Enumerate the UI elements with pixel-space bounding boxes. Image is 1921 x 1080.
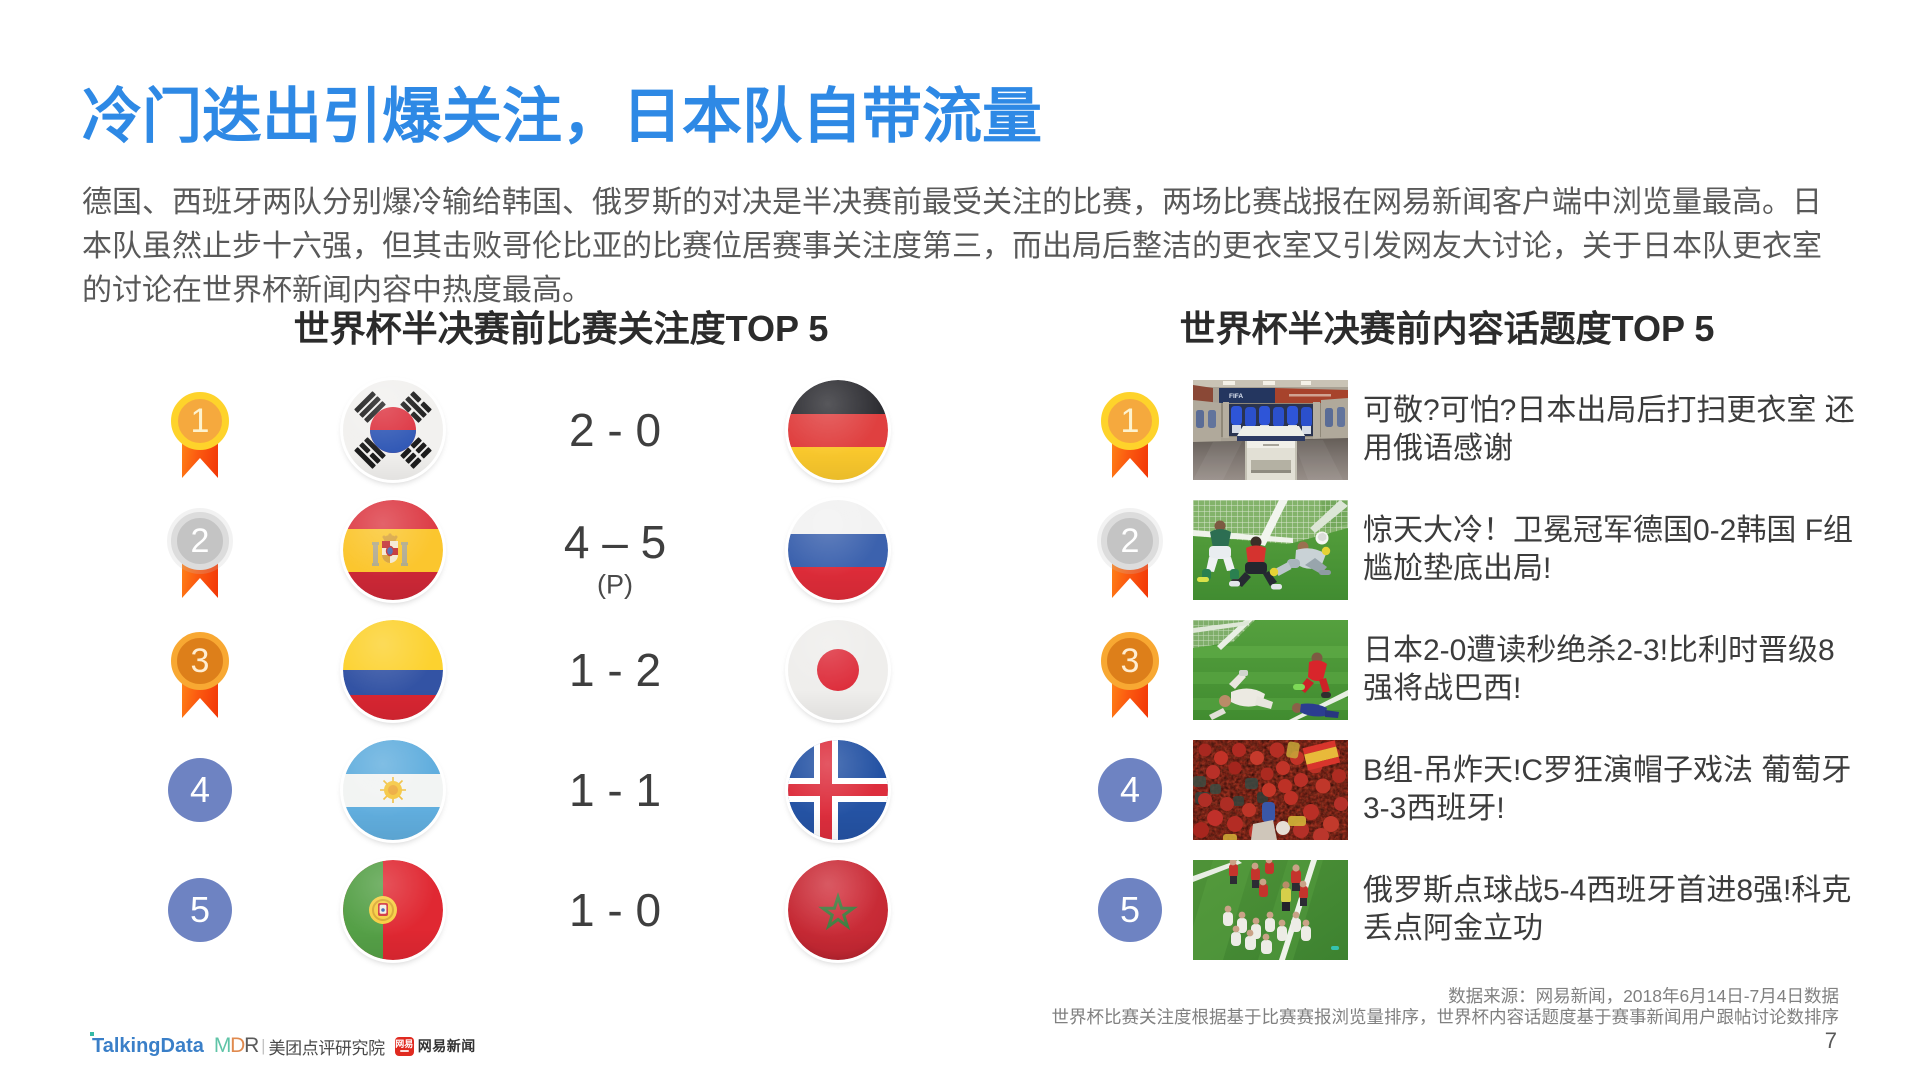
news-photo-korea-goal — [1193, 500, 1348, 600]
rank-row-5: 5 1 - 0 — [0, 850, 1921, 970]
news-photo-spain-fans — [1193, 740, 1348, 840]
penalty-note: (P) — [597, 569, 633, 600]
match-score: 2 - 0 — [568, 404, 662, 456]
meituan-dianping-institute-logo: 美团点评研究院 — [268, 1038, 386, 1058]
match-score: 1 - 2 — [568, 644, 662, 696]
flag-colombia-icon — [343, 620, 443, 720]
netease-app-icon: 网易 — [394, 1036, 414, 1056]
svg-text:FIFA: FIFA — [1229, 393, 1243, 400]
flag-iceland-icon — [788, 740, 888, 840]
news-headline: 惊天大冷！卫冕冠军德国0-2韩国 F组 尴尬垫底出局! — [1363, 514, 1854, 585]
news-headline: 俄罗斯点球战5-4西班牙首进8强!科克 丢点阿金立功 — [1363, 874, 1852, 945]
silver-medal-icon: 2 — [1101, 512, 1159, 620]
match-score: 4 – 5 — [563, 516, 667, 568]
source-line: 数据来源：网易新闻，2018年6月14日-7月4日数据 — [1448, 986, 1839, 1006]
mdr-logo: MDR — [213, 1034, 259, 1057]
rank-row-1: 1 — [0, 370, 1921, 490]
flag-russia-icon — [788, 500, 888, 600]
logo-divider: | — [261, 1036, 266, 1055]
flag-portugal-icon — [343, 860, 443, 960]
flag-morocco-icon — [788, 860, 888, 960]
intro-paragraph: 德国、西班牙两队分别爆冷输给韩国、俄罗斯的对决是半决赛前最受关注的比赛，两场比赛… — [82, 181, 1822, 313]
gold-medal-icon: 1 — [1101, 392, 1159, 500]
bronze-medal-icon: 3 — [171, 632, 229, 740]
intro-line: 的讨论在世界杯新闻内容中热度最高。 — [82, 274, 592, 307]
data-source-note: 数据来源：网易新闻，2018年6月14日-7月4日数据 世界杯比赛关注度根据基于… — [1052, 986, 1840, 1028]
news-headline: B组-吊炸天!C罗狂演帽子戏法 葡萄牙 3-3西班牙! — [1363, 754, 1852, 825]
news-photo-belgium-japan — [1193, 620, 1348, 720]
news-photo-russia-celebration — [1193, 860, 1348, 960]
talkingdata-logo: TalkingData — [90, 1031, 204, 1057]
intro-line: 德国、西班牙两队分别爆冷输给韩国、俄罗斯的对决是半决赛前最受关注的比赛，两场比赛… — [82, 186, 1822, 219]
flag-japan-icon — [788, 620, 888, 720]
page-number: 7 — [1824, 1028, 1837, 1053]
news-headline: 可敬?可怕?日本出局后打扫更衣室 还 用俄语感谢 — [1363, 394, 1855, 465]
rank-row-4: 4 — [0, 730, 1921, 850]
flag-spain-icon — [343, 500, 443, 600]
bronze-medal-icon: 3 — [1101, 632, 1159, 740]
rank-circle: 5 — [1098, 878, 1162, 942]
match-score: 1 - 0 — [568, 884, 662, 936]
rank-row-3: 3 1 - 2 3 — [0, 610, 1921, 730]
netease-news-logo: 网易新闻 — [417, 1038, 476, 1054]
rank-circle: 4 — [1098, 758, 1162, 822]
match-score: 1 - 1 — [568, 764, 662, 816]
right-panel-title: 世界杯半决赛前内容话题度TOP 5 — [1179, 308, 1715, 349]
left-panel-title: 世界杯半决赛前比赛关注度TOP 5 — [293, 308, 829, 349]
gold-medal-icon: 1 — [171, 392, 229, 500]
silver-medal-icon: 2 — [171, 512, 229, 620]
source-line: 世界杯比赛关注度根据基于比赛赛报浏览量排序，世界杯内容话题度基于赛事新闻用户跟帖… — [1051, 1007, 1840, 1027]
news-headline: 日本2-0遭读秒绝杀2-3!比利时晋级8 强将战巴西! — [1363, 634, 1835, 705]
footer-logos: TalkingData MDR | 美团点评研究院 网易 网易新闻 — [90, 1030, 476, 1062]
flag-argentina-icon — [343, 740, 443, 840]
flag-south-korea-icon — [343, 380, 443, 480]
intro-line: 本队虽然止步十六强，但其击败哥伦比亚的比赛位居赛事关注度第三，而出局后整洁的更衣… — [82, 230, 1822, 263]
rank-row-2: 2 — [0, 490, 1921, 610]
rank-circle: 4 — [168, 758, 232, 822]
flag-germany-icon — [788, 380, 888, 480]
news-photo-locker-room: FIFA — [1193, 380, 1348, 480]
page-title: 冷门迭出引爆关注，日本队自带流量 — [82, 83, 1042, 150]
rank-circle: 5 — [168, 878, 232, 942]
